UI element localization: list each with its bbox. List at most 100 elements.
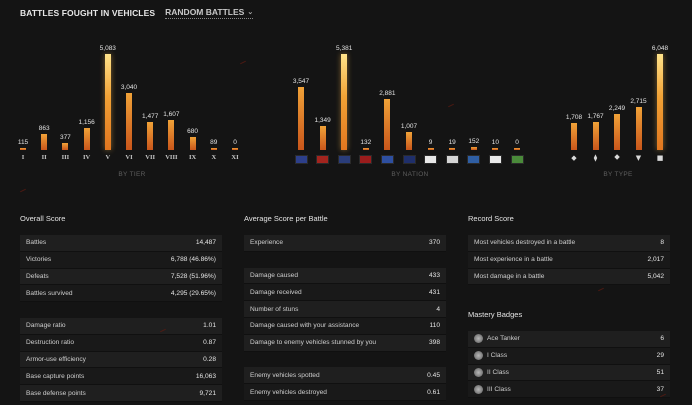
table-row: Damage caused 433 [244,267,446,285]
table-row: Ace Tanker 6 [468,331,670,348]
row-label: Most vehicles destroyed in a battle [474,239,575,246]
chart-bar[interactable] [657,54,663,150]
chart-bar[interactable] [427,148,434,150]
row-value: 0.45 [427,371,440,379]
chart-bar[interactable] [470,147,477,150]
chart-bar[interactable] [492,148,499,150]
vehicle-type-glyph: ⯁ [614,154,620,162]
czech-flag-icon [444,154,460,166]
chart-bar[interactable] [147,122,154,150]
chart-column: 377 [57,34,73,150]
chart-column: 1,349 [314,34,331,150]
chart-bar[interactable] [362,148,369,150]
bar-value-label: 152 [468,138,480,145]
row-value: 29 [656,352,664,360]
bar-value-label: 2,881 [379,90,396,97]
row-label-text: Number of stuns [250,305,299,313]
row-value: 6,788 (46.86%) [170,256,216,264]
table-row: Damage to enemy vehicles stunned by you 3… [244,334,446,352]
italy-flag-icon [509,154,525,166]
chart-bar[interactable] [341,54,348,150]
table-row: Enemy vehicles spotted 0.45 [244,367,446,385]
average-score-table: Experience 370 Damage caused 433 Damage rece… [244,235,446,401]
row-label-text: Battles [26,239,47,247]
chart-bar[interactable] [126,93,132,150]
spacer [244,352,446,368]
chart-bar[interactable] [83,128,90,150]
row-label: Enemy vehicles destroyed [250,389,327,396]
mastery-badge-icon [474,351,483,361]
row-value: 4 [436,305,440,313]
row-label-text: Victories [26,256,52,264]
flag-swatch [380,155,394,164]
table-row: Battles survived 4,295 (29.65%) [20,285,222,303]
row-label-text: Base capture points [26,372,85,380]
chart-bar[interactable] [104,54,111,150]
uk-flag-icon [336,154,352,166]
table-row: Base capture points 16,063 [20,368,222,386]
spacer [20,302,222,318]
chart-bar[interactable] [571,123,577,150]
row-value: 5,042 [647,272,664,280]
row-value: 4,295 (29.65%) [170,289,216,297]
chart-column: 132 [358,34,374,150]
table-row: Number of stuns 4 [244,301,446,318]
chart-bar[interactable] [189,137,196,150]
row-label-text: Most damage in a battle [474,272,545,280]
usa-flag-icon [293,154,309,166]
battle-type-dropdown[interactable]: RANDOM BATTLES ⌄ [165,7,254,19]
spg-icon: ■ [652,154,668,162]
decor-scratch [598,287,604,292]
japan-flag-icon [423,154,439,166]
chart-bar[interactable] [406,132,412,150]
chart-bar[interactable] [168,120,175,150]
chart-bar[interactable] [592,122,599,150]
light-tank-icon: ◆ [566,154,582,162]
chart-bar[interactable] [41,134,48,150]
chart-bar[interactable] [298,87,304,150]
row-value: 7,528 (51.96%) [170,272,216,280]
table-row: Damage received 431 [244,284,446,302]
chart-bar[interactable] [319,126,326,150]
bar-value-label: 2,715 [630,98,647,105]
row-value: 16,063 [195,372,216,380]
chart-bar[interactable] [62,143,69,150]
table-row: III Class 37 [468,381,670,399]
row-value: 51 [656,368,664,376]
row-value: 433 [428,271,440,279]
tier-label: X [211,154,217,161]
chart-bar[interactable] [20,148,26,150]
chart-by-tier: 115 863 377 1,156 5,083 3,040 1,477 1,607 680 89 0… [12,34,252,184]
row-value: 0.28 [203,355,216,363]
tier-label: VII [145,154,156,161]
tier-label: I [21,154,25,161]
chart-bar[interactable] [614,114,620,150]
battle-type-label: RANDOM BATTLES [165,7,245,17]
table-row: Victories 6,788 (46.86%) [20,251,222,269]
row-label: Defeats [26,273,49,280]
row-label-text: Enemy vehicles spotted [250,371,320,379]
tier-label: II [41,154,47,161]
chart-bar[interactable] [514,148,520,150]
mastery-badges-title: Mastery Badges [468,310,523,319]
row-label: Battles [26,239,46,246]
flag-swatch [445,155,459,164]
chart-column: 1,767 [587,34,604,150]
chart-bar[interactable] [210,148,217,150]
row-label: Experience [250,239,283,246]
bar-value-label: 2,249 [608,105,626,112]
chart-bar[interactable] [635,107,642,150]
table-row: Damage caused with your assistance 110 [244,317,446,335]
row-label-text: Damage received [250,288,302,296]
chart-bar[interactable] [384,99,391,150]
record-score-title: Record Score [468,214,514,223]
chart-column: 152 [466,34,482,150]
table-row: Battles 14,487 [20,235,222,252]
bar-value-label: 0 [515,139,519,146]
row-label-text: Armor-use efficiency [26,355,86,363]
uk-commonwealth-flag-icon [401,154,417,166]
flag-swatch [467,155,481,164]
chart-column: 680 [185,34,201,150]
chart-bar[interactable] [449,148,456,150]
chart-bar[interactable] [232,148,238,150]
